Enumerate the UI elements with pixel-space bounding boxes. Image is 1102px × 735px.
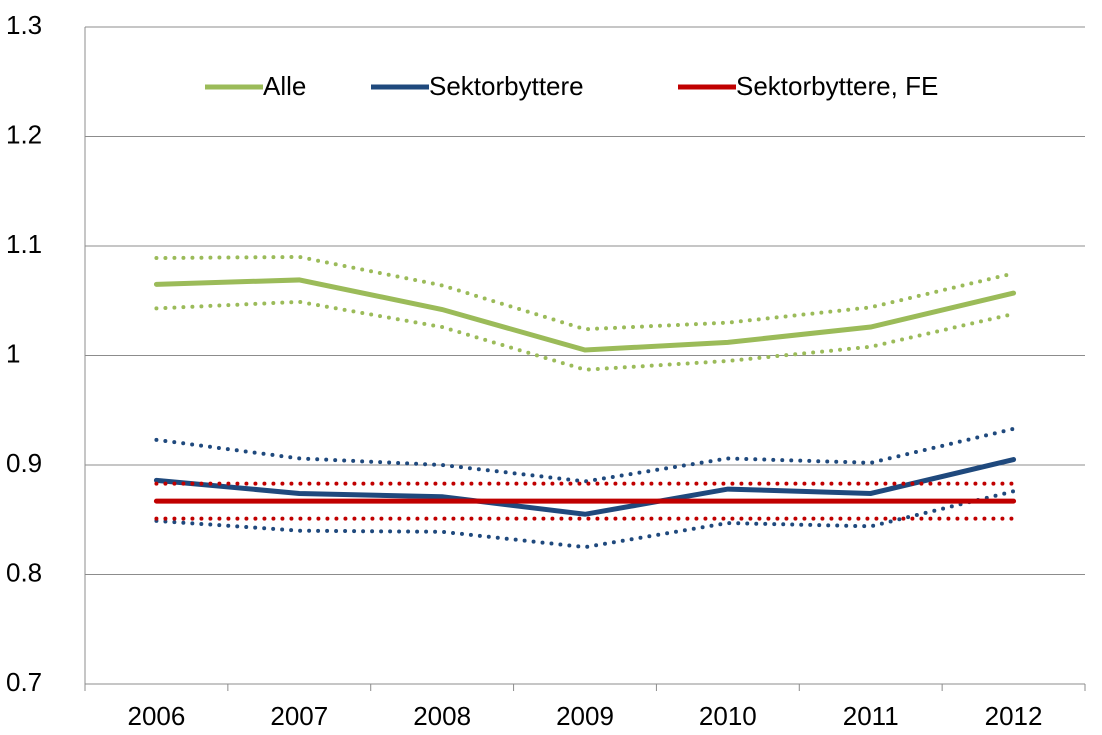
y-tick-label: 1: [6, 338, 20, 368]
legend-label: Sektorbyttere: [429, 71, 584, 101]
x-tick-label: 2011: [843, 701, 899, 731]
x-tick-label: 2012: [985, 701, 1043, 731]
x-tick-label: 2008: [413, 701, 471, 731]
legend-label: Alle: [263, 71, 306, 101]
y-tick-label: 1.1: [6, 229, 42, 259]
y-tick-label: 1.3: [6, 10, 42, 40]
legend-label: Sektorbyttere, FE: [736, 71, 938, 101]
band-line: [154, 489, 1016, 550]
y-tick-label: 1.2: [6, 119, 42, 149]
band-line: [154, 299, 1016, 372]
band-line: [154, 254, 1016, 332]
x-tick-label: 2010: [699, 701, 757, 731]
x-tick-label: 2007: [270, 701, 328, 731]
band-line: [154, 426, 1016, 484]
y-tick-label: 0.9: [6, 448, 42, 478]
series-line: [153, 277, 1017, 353]
x-tick-label: 2009: [556, 701, 614, 731]
y-tick-label: 0.8: [6, 557, 42, 587]
y-tick-label: 0.7: [6, 667, 42, 697]
series-line: [153, 457, 1017, 517]
x-tick-label: 2006: [128, 701, 186, 731]
